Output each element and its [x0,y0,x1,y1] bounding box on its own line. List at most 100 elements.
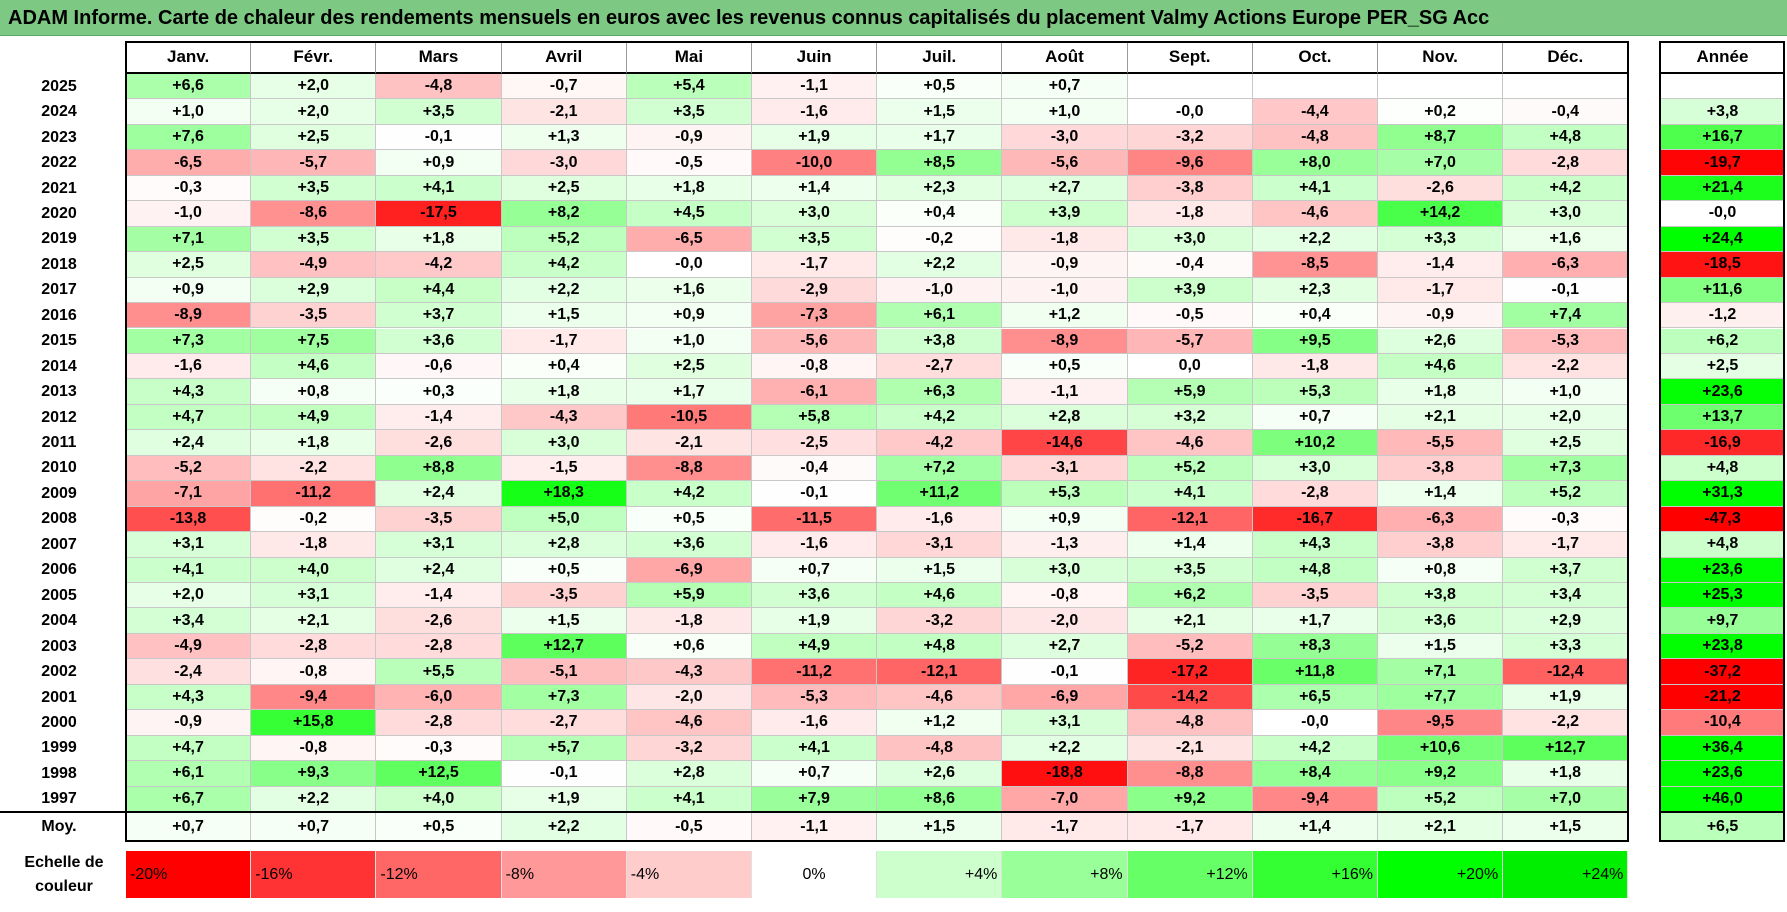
heatmap-cell: -3,8 [1378,455,1504,482]
heatmap-cell: -4,2 [376,252,502,278]
heatmap-cell: +4,2 [626,481,752,507]
heatmap-cell: +7,6 [126,124,252,151]
year-label: 2008 [41,510,77,528]
heatmap-cell: -3,8 [1127,175,1253,202]
heatmap-cell: -6,0 [376,684,502,711]
heatmap-cell: +4,1 [1127,481,1253,507]
heatmap-cell: +4,1 [752,735,878,762]
heatmap-cell: +14,2 [1378,201,1504,227]
heatmap-cell: -1,3 [1002,532,1128,558]
average-cell: +1,5 [1503,813,1629,841]
heatmap-cell: +7,0 [1503,786,1629,813]
heatmap-cell: +3,0 [1503,201,1629,227]
heatmap-cell: +2,1 [1378,404,1504,431]
heatmap-cell [1378,74,1504,100]
heatmap-cell: -8,6 [251,201,377,227]
heatmap-cell: -2,1 [501,99,627,125]
heatmap-cell: -0,9 [626,124,752,151]
heatmap-cell: +0,6 [626,633,752,660]
heatmap-cell: -0,4 [1503,99,1629,125]
heatmap-cell: -6,3 [1378,506,1504,533]
column-header: Juin [752,42,878,74]
heatmap-cell: +1,8 [251,430,377,456]
color-scale-swatch: -20% [126,851,252,898]
average-separator [0,811,1630,813]
heatmap-cell: +1,4 [1378,481,1504,507]
year-total-cell: -10,4 [1660,710,1785,736]
heatmap-cell: +2,0 [251,99,377,125]
heatmap-cell: -2,0 [626,684,752,711]
heatmap-cell: +1,8 [626,175,752,202]
heatmap-cell: -2,8 [1503,150,1629,176]
heatmap-cell: +3,7 [1503,557,1629,583]
heatmap-cell: -12,1 [1127,506,1253,533]
column-header: Mai [626,42,752,74]
heatmap-cell: +6,1 [126,761,252,787]
heatmap-cell: -0,5 [1127,303,1253,329]
heatmap-cell: +4,7 [126,735,252,762]
heatmap-cell: +1,2 [877,710,1003,736]
heatmap-cell: -1,6 [877,506,1003,533]
year-total-cell: -21,2 [1660,684,1785,711]
heatmap-cell: -6,1 [752,379,878,405]
heatmap-cell: -5,2 [126,455,252,482]
heatmap-cell: +0,8 [251,379,377,405]
heatmap-cell: -8,8 [1127,761,1253,787]
heatmap-cell: +1,7 [877,124,1003,151]
average-cell: +1,4 [1252,813,1378,841]
heatmap-cell: +12,7 [1503,735,1629,762]
year-total-cell: +11,6 [1660,277,1785,304]
heatmap-cell: -17,2 [1127,659,1253,685]
heatmap-cell: +4,1 [626,786,752,813]
color-scale-label: Echelle de couleur [24,854,104,895]
heatmap-cell: +3,1 [251,583,377,609]
heatmap-cell: -9,4 [251,684,377,711]
heatmap-cell: +2,2 [1252,226,1378,253]
heatmap-cell: +2,8 [501,532,627,558]
heatmap-cell: -8,8 [626,455,752,482]
heatmap-cell: +5,5 [376,659,502,685]
heatmap-cell: +1,0 [626,328,752,354]
year-total-cell [1660,74,1785,100]
heatmap-cell: -10,0 [752,150,878,176]
heatmap-cell: +2,5 [251,124,377,151]
year-label: 2025 [41,77,77,95]
year-label: 2007 [41,535,77,553]
heatmap-cell: +4,6 [1378,353,1504,380]
heatmap-cell: -0,2 [251,506,377,533]
average-cell: -0,5 [626,813,752,841]
heatmap-cell: -1,8 [1252,353,1378,380]
heatmap-cell: +3,6 [752,583,878,609]
heatmap-cell: -2,7 [501,710,627,736]
heatmap-cell: -1,7 [752,252,878,278]
average-separator [1660,811,1785,813]
heatmap-cell: -5,3 [1503,328,1629,354]
heatmap-cell: -8,9 [126,303,252,329]
heatmap-cell: +15,8 [251,710,377,736]
heatmap-cell: -2,6 [376,608,502,634]
heatmap-cell: +0,7 [752,761,878,787]
heatmap-cell: -3,8 [1378,532,1504,558]
heatmap-cell: +0,5 [501,557,627,583]
heatmap-cell: +0,7 [1252,404,1378,431]
heatmap-cell: -0,1 [1503,277,1629,304]
heatmap-cell: +0,4 [877,201,1003,227]
column-header: Sept. [1127,42,1253,74]
color-scale-swatch: +8% [1002,851,1128,898]
heatmap-cell: -4,8 [1252,124,1378,151]
heatmap-cell: -10,5 [626,404,752,431]
heatmap-cell: +2,7 [1002,175,1128,202]
heatmap-cell: +3,2 [1127,404,1253,431]
heatmap-cell: -0,8 [251,735,377,762]
heatmap-cell: +3,7 [376,303,502,329]
color-scale-swatch: +16% [1252,851,1378,898]
heatmap-cell: 0,0 [1127,353,1253,380]
heatmap-cell: -0,0 [1252,710,1378,736]
heatmap-cell: +5,2 [1503,481,1629,507]
heatmap-cell: -0,8 [752,353,878,380]
heatmap-cell: +3,4 [1503,583,1629,609]
heatmap-cell: +2,2 [877,252,1003,278]
heatmap-cell: +8,7 [1378,124,1504,151]
heatmap-cell: +2,5 [126,252,252,278]
heatmap-cell: -2,8 [251,633,377,660]
